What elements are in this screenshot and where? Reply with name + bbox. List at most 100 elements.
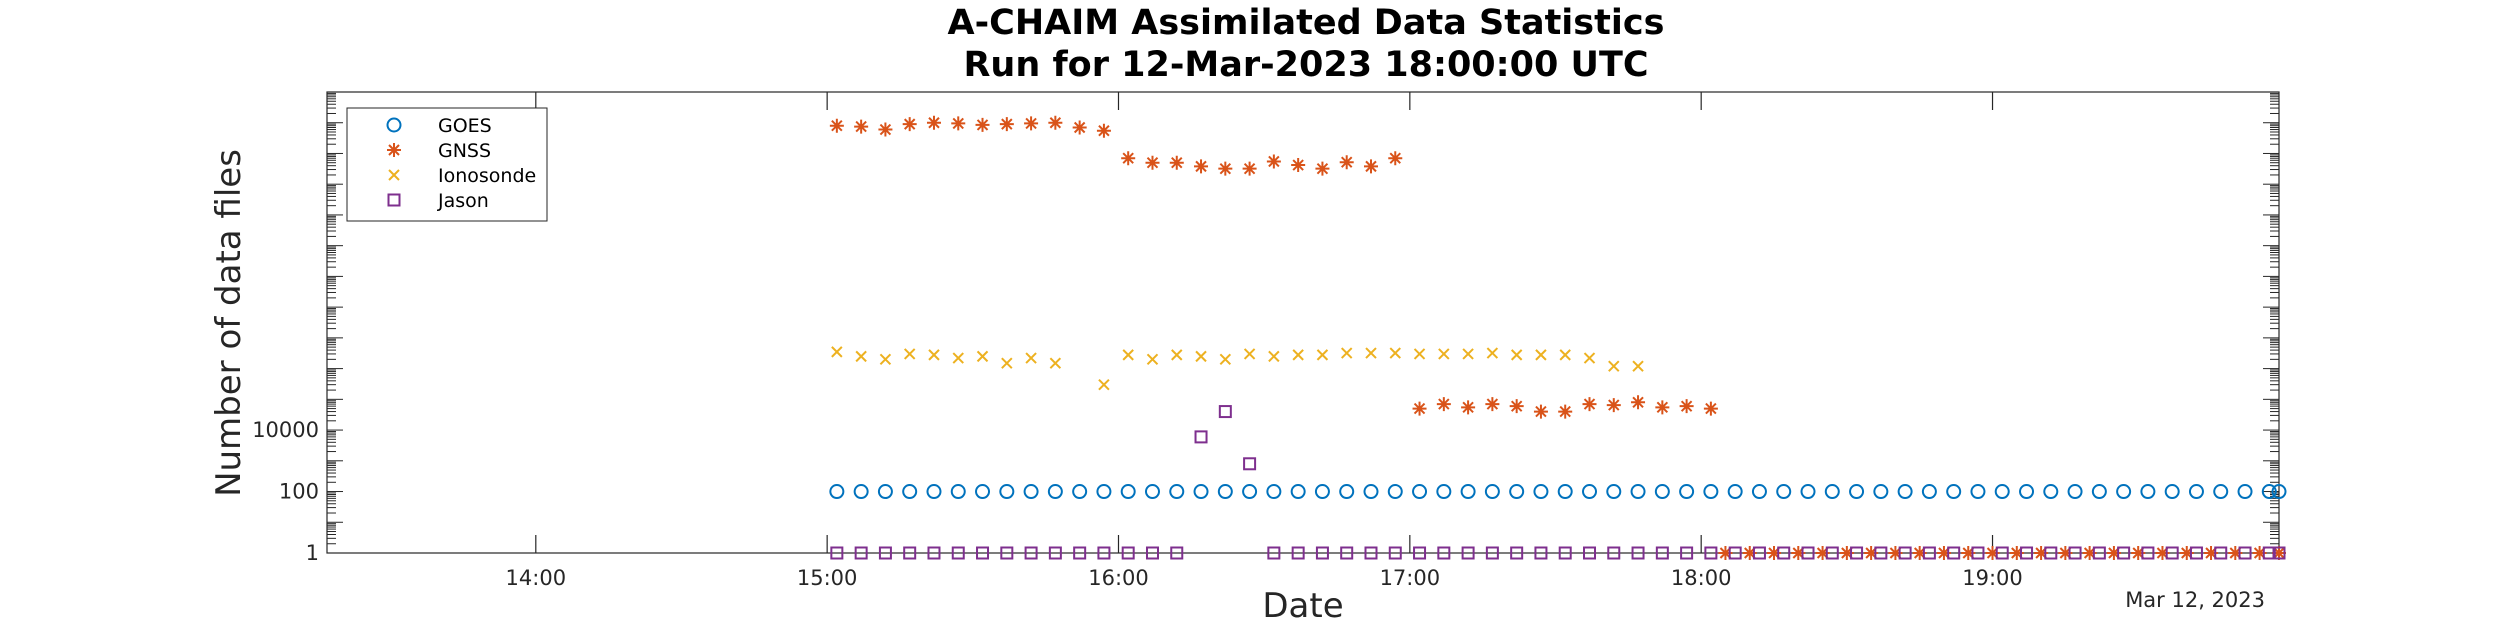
- marker-shape: [1510, 546, 1524, 560]
- goes-point: [1072, 484, 1088, 500]
- jason-point: [2068, 546, 2082, 560]
- marker-shape: [1266, 484, 1282, 500]
- goes-point: [877, 484, 893, 500]
- marker-shape: [1144, 484, 1160, 500]
- marker-shape: [2068, 546, 2082, 560]
- goes-point: [1970, 484, 1986, 500]
- gnss-point: [829, 118, 844, 133]
- gnss-point: [1436, 397, 1451, 412]
- ionosonde-point: [1583, 352, 1596, 364]
- gnss-point: [2106, 546, 2121, 560]
- gnss-point: [1679, 399, 1694, 414]
- ionosonde-point: [1365, 347, 1377, 359]
- jason-point: [1655, 546, 1669, 560]
- marker-shape: [1631, 546, 1645, 560]
- marker-shape: [975, 484, 991, 500]
- marker-shape: [1606, 398, 1621, 413]
- marker-shape: [1776, 484, 1792, 500]
- marker-shape: [1096, 123, 1111, 138]
- gnss-point: [2228, 546, 2243, 560]
- goes-point: [1654, 484, 1670, 500]
- marker-shape: [1582, 397, 1597, 412]
- marker-shape: [976, 546, 990, 560]
- marker-shape: [1388, 546, 1402, 560]
- marker-shape: [1655, 400, 1670, 415]
- gnss-point: [926, 115, 941, 130]
- gnss-point: [878, 122, 893, 137]
- marker-shape: [1314, 484, 1330, 500]
- jason-point: [1413, 546, 1427, 560]
- jason-point: [976, 546, 990, 560]
- x-tick-label: 18:00: [1671, 566, 1732, 590]
- goes-point: [1290, 484, 1306, 500]
- marker-shape: [1849, 484, 1865, 500]
- marker-shape: [1800, 484, 1816, 500]
- jason-point: [1947, 546, 1961, 560]
- jason-point: [2272, 546, 2286, 560]
- x-tick-label: 19:00: [1962, 566, 2023, 590]
- jason-point: [854, 546, 868, 560]
- marker-shape: [2067, 484, 2083, 500]
- marker-shape: [2213, 484, 2229, 500]
- marker-shape: [903, 348, 916, 360]
- ionosonde-point: [1146, 353, 1159, 366]
- marker-shape: [1315, 161, 1330, 176]
- goes-point: [1921, 484, 1937, 500]
- marker-shape: [1864, 546, 1879, 560]
- marker-shape: [1243, 457, 1257, 471]
- marker-shape: [1777, 546, 1791, 560]
- jason-point: [1631, 546, 1645, 560]
- goes-point: [2116, 484, 2132, 500]
- gnss-point: [1266, 154, 1281, 169]
- marker-shape: [1631, 395, 1646, 410]
- ionosonde-point: [1171, 349, 1183, 361]
- goes-point: [1266, 484, 1282, 500]
- marker-shape: [2131, 546, 2146, 560]
- legend-box: [346, 107, 548, 222]
- marker-shape: [2252, 546, 2267, 560]
- gnss-point: [1655, 400, 1670, 415]
- gnss-point: [854, 119, 869, 134]
- ionosonde-point: [1001, 357, 1013, 369]
- marker-shape: [1049, 357, 1062, 369]
- marker-shape: [1961, 546, 1976, 560]
- marker-shape: [1267, 546, 1281, 560]
- marker-shape: [1839, 546, 1854, 560]
- x-tick-label: 14:00: [506, 566, 567, 590]
- jason-point: [2165, 546, 2179, 560]
- goes-point: [999, 484, 1015, 500]
- marker-shape: [1897, 484, 1913, 500]
- marker-shape: [1412, 484, 1428, 500]
- marker-shape: [1146, 353, 1159, 366]
- marker-shape: [831, 346, 843, 358]
- jason-point: [1534, 546, 1548, 560]
- goes-point: [1363, 484, 1379, 500]
- y-tick-label: 1: [306, 541, 319, 565]
- marker-shape: [1922, 546, 1936, 560]
- gnss-point: [2179, 546, 2194, 560]
- jason-point: [1170, 546, 1184, 560]
- ionosonde-point: [1219, 353, 1232, 366]
- marker-shape: [1582, 484, 1598, 500]
- marker-shape: [1557, 484, 1573, 500]
- marker-shape: [2214, 546, 2228, 560]
- marker-shape: [853, 484, 869, 500]
- marker-shape: [388, 169, 400, 181]
- marker-shape: [1485, 546, 1499, 560]
- gnss-point: [1936, 546, 1951, 560]
- gnss-point: [1912, 546, 1927, 560]
- marker-shape: [1121, 546, 1135, 560]
- marker-shape: [1145, 546, 1159, 560]
- marker-shape: [975, 117, 990, 132]
- x-axis-label: Date: [1262, 586, 1343, 625]
- marker-shape: [1888, 546, 1903, 560]
- jason-point: [903, 546, 917, 560]
- marker-shape: [1742, 546, 1757, 560]
- marker-shape: [2106, 546, 2121, 560]
- ionosonde-point: [831, 346, 843, 358]
- gnss-point: [1864, 546, 1879, 560]
- marker-shape: [976, 350, 989, 363]
- gnss-point: [1742, 546, 1757, 560]
- ionosonde-point: [1122, 349, 1134, 361]
- legend-label-jason: Jason: [437, 190, 489, 212]
